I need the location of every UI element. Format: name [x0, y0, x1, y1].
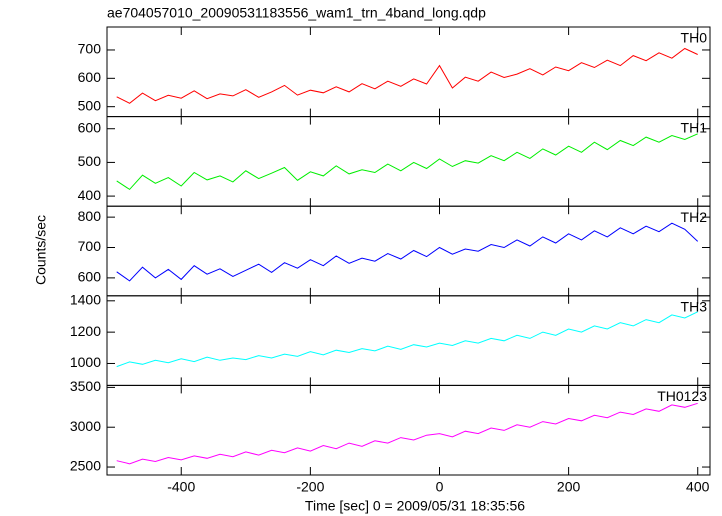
panel-frame [106, 116, 711, 207]
y-tick-label: 600 [78, 69, 102, 85]
panel-frame [106, 295, 711, 386]
panel-label: TH0123 [657, 388, 707, 404]
x-tick-label: 0 [436, 479, 444, 495]
panel-label: TH2 [681, 209, 708, 225]
y-axis-label: Counts/sec [33, 215, 49, 285]
data-line [116, 402, 698, 465]
x-tick-label: 400 [686, 479, 710, 495]
panel-frame [106, 384, 711, 476]
data-line [116, 222, 699, 282]
y-tick-label: 600 [78, 119, 102, 135]
y-tick-label: 3500 [70, 378, 101, 394]
y-tick-label: 400 [78, 187, 102, 203]
y-tick-label: 800 [78, 208, 102, 224]
x-tick-label: 200 [557, 479, 581, 495]
data-line [116, 47, 698, 104]
panel-frame [106, 26, 711, 118]
y-tick-label: 1400 [70, 292, 101, 308]
x-axis-label: Time [sec] 0 = 2009/05/31 18:35:56 [305, 498, 525, 514]
chart-title: ae704057010_20090531183556_wam1_trn_4ban… [107, 5, 486, 21]
panel-label: TH0 [681, 30, 708, 46]
panel-label: TH1 [681, 119, 708, 135]
y-tick-label: 700 [78, 41, 102, 57]
y-tick-label: 500 [78, 97, 102, 113]
x-tick-label: -200 [296, 479, 324, 495]
y-tick-label: 500 [78, 153, 102, 169]
y-tick-label: 3000 [70, 418, 101, 434]
y-tick-label: 1000 [70, 354, 101, 370]
data-line [116, 311, 698, 368]
y-tick-label: 2500 [70, 458, 101, 474]
data-line [116, 133, 698, 191]
y-tick-label: 600 [78, 269, 102, 285]
panel-frame [106, 205, 711, 297]
y-tick-label: 700 [78, 238, 102, 254]
x-tick-label: -400 [167, 479, 195, 495]
panel-label: TH3 [681, 299, 708, 315]
y-tick-label: 1200 [70, 323, 101, 339]
